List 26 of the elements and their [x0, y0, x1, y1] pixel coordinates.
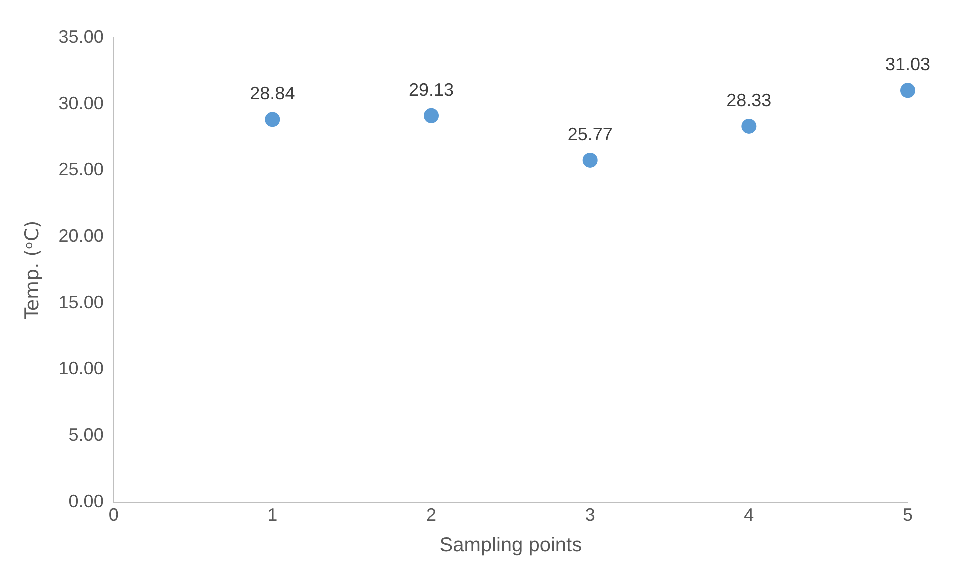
point [265, 112, 280, 128]
y-tick-label: 35.00 [58, 26, 104, 47]
x-axis-title: Sampling points [440, 534, 582, 557]
data-label: 28.84 [250, 84, 296, 104]
x-tick-label: 4 [744, 505, 754, 526]
x-tick-label: 0 [108, 505, 119, 526]
x-tick-label: 3 [585, 505, 596, 526]
y-tick-label: 10.00 [58, 358, 104, 379]
y-axis-title: Temp. (ᵒC) [21, 220, 44, 321]
y-tick-label: 20.00 [58, 226, 104, 246]
data-label: 25.77 [568, 124, 613, 144]
x-tick-label: 1 [268, 505, 278, 526]
point [900, 83, 916, 98]
y-tick-label: 25.00 [58, 160, 104, 180]
point [424, 108, 440, 124]
x-tick-label: 2 [426, 505, 437, 526]
point [742, 119, 757, 134]
data-label: 31.03 [885, 54, 931, 75]
point [582, 152, 598, 168]
y-tick-label: 5.00 [68, 425, 104, 446]
x-tick-label: 5 [902, 505, 914, 526]
data-label: 28.33 [726, 90, 772, 110]
data-label: 29.13 [408, 80, 454, 100]
y-tick-label: 15.00 [58, 292, 104, 312]
y-tick-label: 0.00 [68, 491, 104, 512]
y-tick-label: 30.00 [58, 93, 104, 114]
